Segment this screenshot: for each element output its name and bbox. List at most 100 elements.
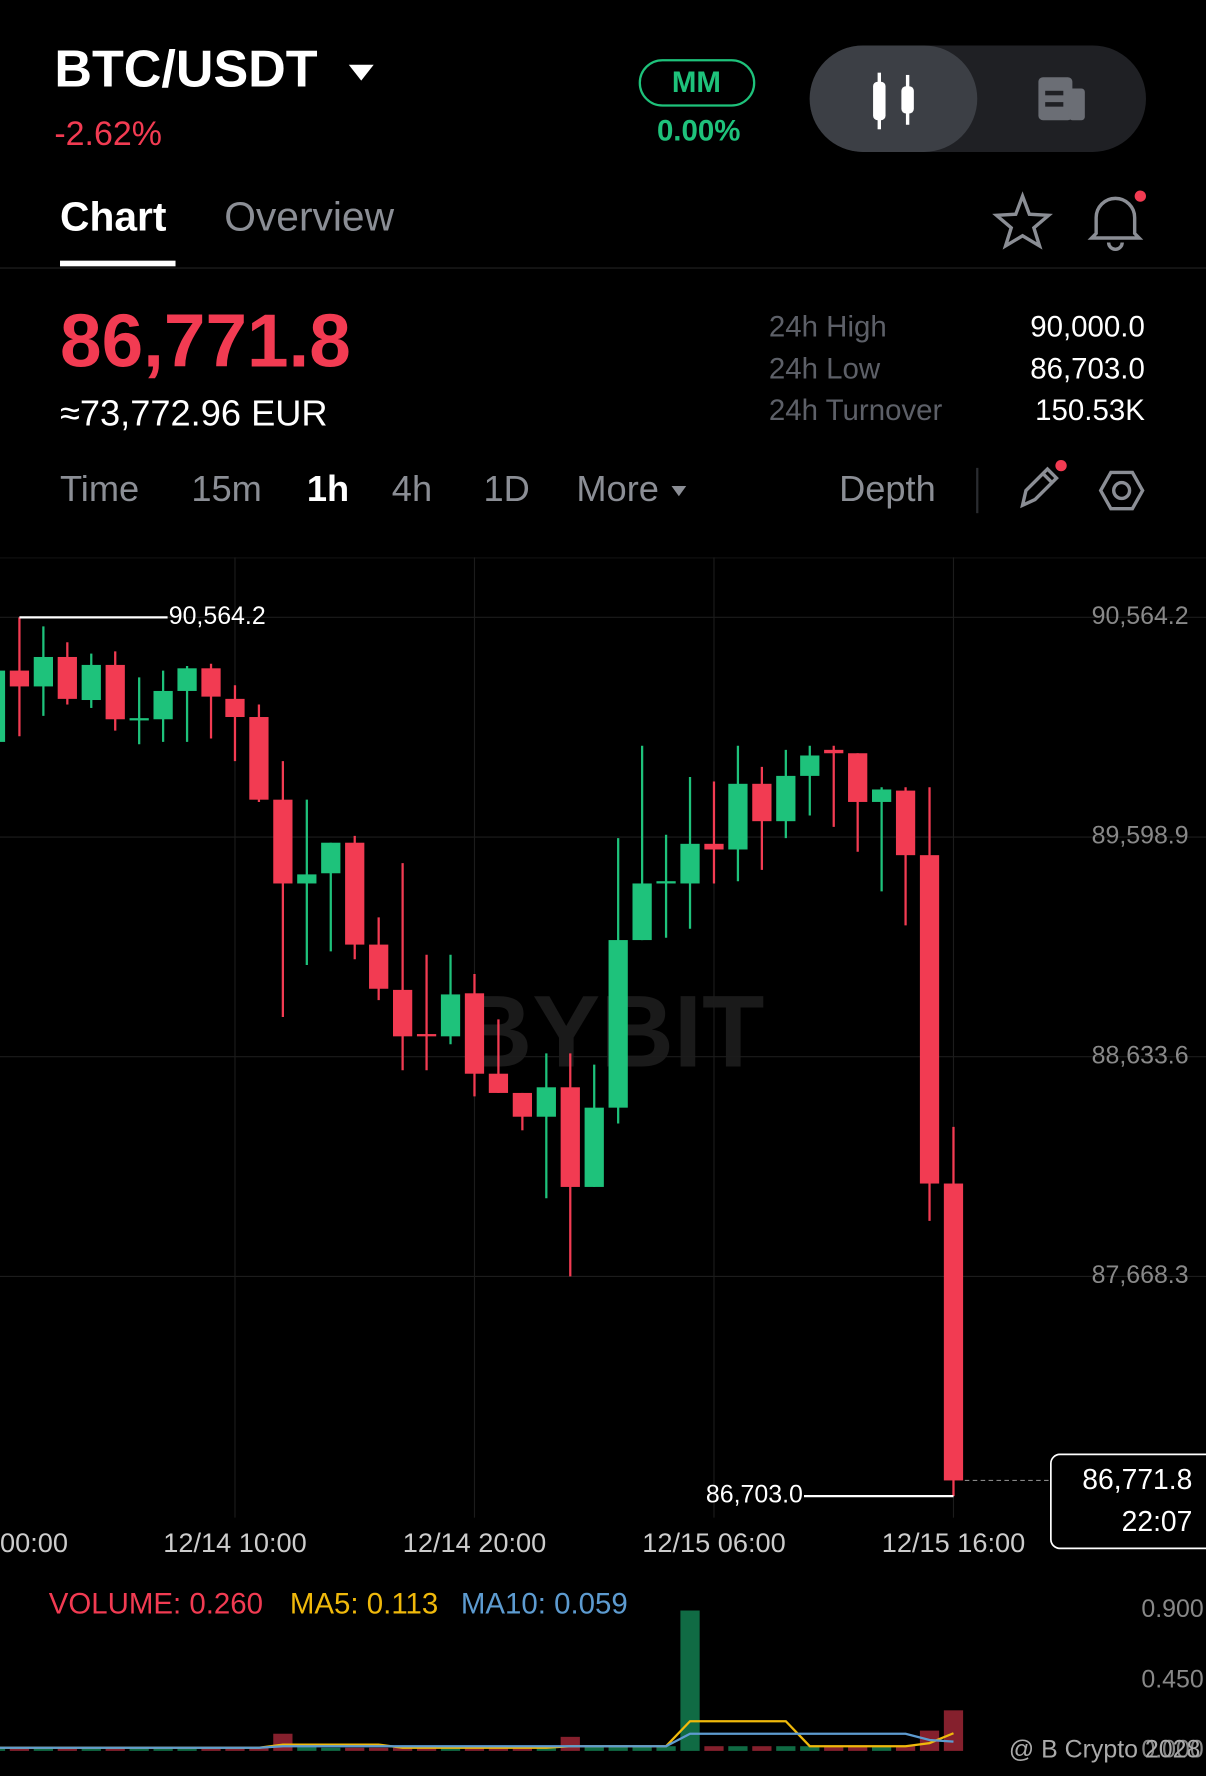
interval[interactable]: 1D bbox=[484, 468, 530, 509]
candle-body bbox=[895, 790, 916, 856]
change: -2.62% bbox=[54, 115, 162, 153]
volume-bar bbox=[536, 1747, 556, 1751]
favorite[interactable] bbox=[992, 191, 1053, 250]
volume-bar bbox=[57, 1747, 77, 1751]
depth[interactable]: Depth bbox=[839, 468, 936, 509]
x-tick-label: 12/14 10:00 bbox=[163, 1527, 306, 1558]
candle-body bbox=[0, 670, 6, 742]
interval-active[interactable]: 1h bbox=[307, 468, 349, 509]
y-tick-label: 88,633.6 bbox=[1092, 1041, 1189, 1069]
candle-body bbox=[919, 855, 940, 1184]
draw-tool[interactable] bbox=[1020, 466, 1059, 509]
footer: @ B Crypto 2028 bbox=[1009, 1735, 1200, 1763]
legend-entry: VOLUME: 0.260 bbox=[49, 1588, 263, 1621]
volume-bar bbox=[632, 1746, 652, 1751]
interval[interactable]: More bbox=[576, 468, 659, 509]
volume-bar bbox=[752, 1746, 772, 1751]
y-tick-label: 87,668.3 bbox=[1092, 1261, 1189, 1289]
volume-bar bbox=[392, 1747, 413, 1751]
interval[interactable]: Time bbox=[60, 468, 139, 509]
dropdown-arrow[interactable] bbox=[348, 64, 374, 81]
volume-bar bbox=[824, 1746, 844, 1751]
legend-entry: MA10: 0.059 bbox=[461, 1588, 628, 1621]
tab[interactable]: Overview bbox=[224, 194, 394, 240]
legend-entry: MA5: 0.113 bbox=[290, 1588, 438, 1621]
volume-bar bbox=[153, 1747, 173, 1751]
volume-bar bbox=[81, 1747, 101, 1751]
settings[interactable] bbox=[1098, 470, 1145, 511]
toggle-doc[interactable] bbox=[1038, 77, 1085, 121]
badge-change: 0.00% bbox=[657, 114, 740, 147]
x-tick-label: 12/15 16:00 bbox=[882, 1527, 1025, 1558]
candle-body bbox=[81, 664, 101, 701]
x-tick-label: 12/15 06:00 bbox=[642, 1527, 785, 1558]
volume-bar bbox=[249, 1747, 269, 1751]
last-price-box bbox=[1050, 1453, 1206, 1550]
candle-body bbox=[105, 664, 125, 720]
chart-top bbox=[0, 557, 1206, 559]
candle-body bbox=[273, 799, 293, 884]
interval[interactable]: 4h bbox=[392, 468, 432, 509]
volume-bar bbox=[776, 1746, 796, 1751]
candle-body bbox=[440, 994, 461, 1037]
volume-bar bbox=[560, 1736, 580, 1751]
divider bbox=[0, 267, 1206, 269]
more-arrow[interactable] bbox=[671, 486, 687, 497]
stat-label: 24h Low bbox=[769, 352, 881, 385]
volume-bar bbox=[512, 1747, 532, 1751]
candle-body bbox=[249, 717, 269, 800]
stat-label: 24h High bbox=[769, 310, 887, 343]
candle-body bbox=[321, 842, 341, 874]
volume-bar bbox=[656, 1746, 676, 1751]
toolbar-divider bbox=[976, 467, 979, 514]
interval[interactable]: 15m bbox=[191, 468, 261, 509]
volume-bar bbox=[488, 1747, 509, 1751]
candle-body bbox=[177, 668, 197, 691]
candle-body bbox=[297, 874, 317, 884]
volume-bar bbox=[584, 1746, 604, 1751]
candle-body bbox=[943, 1183, 964, 1481]
tab[interactable]: Chart bbox=[60, 194, 167, 240]
volume-bar bbox=[440, 1747, 461, 1751]
candle-body bbox=[9, 670, 30, 687]
volume-bar bbox=[0, 1747, 6, 1751]
y-tick-label: 0.900 bbox=[1141, 1595, 1203, 1623]
volume-bar bbox=[680, 1610, 700, 1751]
candle-body bbox=[392, 989, 413, 1037]
volume-bar bbox=[848, 1746, 868, 1751]
candle-body bbox=[201, 668, 221, 697]
volume-bar bbox=[297, 1744, 317, 1751]
volume-bar bbox=[943, 1710, 964, 1751]
volume-bar bbox=[704, 1746, 724, 1751]
volume-bar bbox=[321, 1747, 341, 1751]
candle-icon bbox=[873, 72, 914, 130]
fiat-price: ≈73,772.96 EUR bbox=[60, 392, 328, 433]
symbol[interactable]: BTC/USDT bbox=[54, 40, 317, 98]
x-tick-label: 12/14 20:00 bbox=[403, 1527, 546, 1558]
stat-value: 90,000.0 bbox=[1030, 310, 1145, 343]
volume-bar bbox=[608, 1746, 628, 1751]
badge-frame[interactable] bbox=[638, 59, 756, 107]
candle-body bbox=[225, 698, 245, 718]
candle-body bbox=[488, 1073, 509, 1093]
candle-body bbox=[512, 1092, 532, 1117]
volume-bar bbox=[225, 1747, 245, 1751]
x-tick-label: 00:00 bbox=[0, 1527, 68, 1558]
volume-bar bbox=[105, 1747, 125, 1751]
candle-body bbox=[464, 993, 485, 1074]
volume-bar bbox=[728, 1746, 748, 1751]
alert[interactable] bbox=[1087, 196, 1144, 252]
volume-bar bbox=[895, 1746, 916, 1751]
toggle-candle[interactable] bbox=[809, 45, 978, 152]
candle-body bbox=[345, 842, 365, 945]
candle-body bbox=[728, 783, 748, 850]
volume-bar bbox=[345, 1747, 365, 1751]
last-price-label: 86,771.8 bbox=[1082, 1463, 1192, 1495]
countdown: 22:07 bbox=[1122, 1505, 1193, 1537]
y-tick-label: 0.450 bbox=[1141, 1665, 1203, 1693]
badge[interactable]: MM bbox=[672, 66, 721, 99]
candle-body bbox=[416, 1034, 437, 1037]
candle-body bbox=[776, 775, 796, 822]
